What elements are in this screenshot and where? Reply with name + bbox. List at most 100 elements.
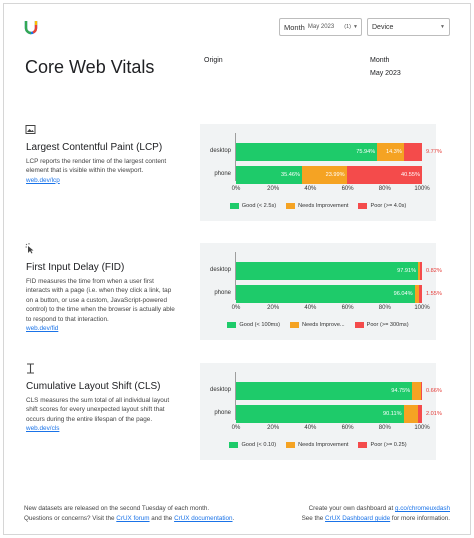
stacked-bar[interactable]: 94.75% 0.66%: [236, 382, 442, 400]
device-select[interactable]: Device ▼: [367, 18, 450, 36]
legend-swatch: [290, 322, 299, 328]
crux-documentation-link[interactable]: CrUX documentation: [174, 515, 233, 522]
stacked-bar[interactable]: 35.46% 23.99% 40.55%: [236, 166, 422, 184]
chart-legend: Good (< 2.5s) Needs Improvement Poor (>= 4…: [200, 203, 436, 209]
chart-legend: Good (< 100ms) Needs Improve... Poor (>= 3…: [200, 322, 436, 328]
bar-value-label: 0.82%: [425, 268, 442, 274]
stacked-bar[interactable]: 97.91% 0.82%: [236, 262, 442, 280]
legend-label: Good (< 100ms): [239, 322, 280, 328]
bar-value-label: 35.46%: [280, 172, 300, 178]
metric-title-lcp: Largest Contentful Paint (LCP): [26, 142, 163, 153]
bar-segment-good[interactable]: 97.91%: [236, 262, 419, 280]
chart-row-label: desktop: [209, 387, 231, 393]
legend-label: Poor (>= 4.0s): [370, 203, 407, 209]
month-value: May 2023: [370, 70, 401, 77]
stacked-bar[interactable]: 75.94% 14.3% 9.77%: [236, 143, 442, 161]
bar-segment-poor[interactable]: 0.66%: [420, 382, 442, 400]
bar-segment-good[interactable]: 90.11%: [236, 405, 404, 423]
stacked-bar[interactable]: 90.11% 2.01%: [236, 405, 442, 423]
footer-text: Create your own dashboard at: [308, 505, 396, 512]
legend-item[interactable]: Good (< 100ms): [227, 322, 280, 328]
legend-item[interactable]: Poor (>= 300ms): [354, 322, 409, 328]
legend-label: Good (< 0.10): [241, 442, 277, 448]
bar-segment-needs-improvement[interactable]: [418, 262, 421, 280]
stacked-bar[interactable]: 96.04% 1.55%: [236, 285, 442, 303]
legend-item[interactable]: Poor (>= 4.0s): [358, 203, 406, 209]
bar-value-label: 75.94%: [356, 149, 376, 155]
chart-axis-line: [235, 372, 236, 420]
chevron-down-icon: ▼: [440, 24, 445, 30]
axis-tick-label: 20%: [267, 425, 280, 431]
bar-segment-poor[interactable]: 9.77%: [403, 143, 442, 161]
bar-value-label: 0.66%: [425, 388, 442, 394]
month-select[interactable]: Month May 2023 (1) ▼: [279, 18, 362, 36]
legend-item[interactable]: Needs Improve...: [290, 322, 345, 328]
footer-left: New datasets are released on the second …: [24, 504, 234, 524]
footer-text: for more information.: [390, 515, 450, 522]
footer-text: and the: [149, 515, 175, 522]
bar-segment-needs-improvement[interactable]: [403, 405, 419, 423]
axis-tick-label: 100%: [414, 186, 430, 192]
axis-tick-label: 100%: [414, 305, 430, 311]
bar-segment-poor[interactable]: 0.82%: [420, 262, 442, 280]
axis-tick-label: 80%: [378, 305, 391, 311]
legend-item[interactable]: Needs Improvement: [286, 203, 348, 209]
bar-value-label: 9.77%: [426, 149, 442, 155]
cls-text-cursor-icon: [27, 363, 34, 374]
crux-logo-icon: [24, 21, 38, 35]
metric-link-cls[interactable]: web.dev/cls: [26, 425, 60, 433]
legend-item[interactable]: Poor (>= 0.25): [358, 442, 407, 448]
fid-click-icon: [25, 243, 36, 254]
axis-tick-label: 40%: [304, 425, 317, 431]
metric-link-fid[interactable]: web.dev/fid: [26, 325, 59, 333]
axis-tick-label: 40%: [304, 186, 317, 192]
month-select-value: May 2023: [307, 24, 335, 30]
footer-text: See the: [301, 515, 326, 522]
legend-label: Needs Improve...: [302, 322, 345, 328]
bar-segment-good[interactable]: 94.75%: [236, 382, 413, 400]
metric-description-fid: FID measures the time from when a user f…: [26, 277, 176, 333]
chart-axis-line: [235, 133, 236, 181]
bar-segment-good[interactable]: 75.94%: [236, 143, 378, 161]
crux-dashboard-guide-link[interactable]: CrUX Dashboard guide: [325, 515, 391, 522]
bar-segment-needs-improvement[interactable]: 14.3%: [377, 143, 404, 161]
metric-link-lcp[interactable]: web.dev/lcp: [26, 176, 60, 184]
month-select-count: (1): [344, 24, 351, 30]
legend-item[interactable]: Good (< 0.10): [229, 442, 276, 448]
footer-create-dashboard: Create your own dashboard at g.co/chrome…: [302, 504, 450, 514]
bar-segment-poor[interactable]: 2.01%: [418, 405, 442, 423]
bar-value-label: 96.04%: [393, 291, 413, 297]
footer-text: Questions or concerns? Visit the: [24, 515, 117, 522]
axis-tick-label: 80%: [378, 186, 391, 192]
chart-row-label: phone: [214, 410, 231, 416]
legend-swatch: [358, 203, 368, 209]
crux-forum-link[interactable]: CrUX forum: [116, 515, 150, 522]
legend-label: Good (< 2.5s): [241, 203, 277, 209]
bar-value-label: 90.11%: [383, 411, 402, 417]
bar-segment-poor[interactable]: 40.55%: [346, 166, 422, 184]
axis-tick-label: 20%: [267, 305, 280, 311]
legend-label: Needs Improvement: [298, 203, 349, 209]
legend-item[interactable]: Needs Improvement: [286, 442, 348, 448]
footer-guide: See the CrUX Dashboard guide for more in…: [302, 514, 450, 524]
bar-value-label: 2.01%: [425, 411, 442, 417]
bar-segment-good[interactable]: 96.04%: [236, 285, 415, 303]
chart-row-label: phone: [214, 290, 231, 296]
chart-panel-fid: desktop 97.91% 0.82% phone 96.04% 1.55% 0% 20% 4…: [200, 243, 442, 340]
bar-segment-needs-improvement[interactable]: [414, 285, 420, 303]
bar-value-label: 14.3%: [385, 149, 402, 155]
bar-segment-needs-improvement[interactable]: 23.99%: [301, 166, 347, 184]
axis-tick-label: 100%: [414, 425, 430, 431]
bar-value-label: 23.99%: [325, 172, 345, 178]
footer-right: Create your own dashboard at g.co/chrome…: [302, 504, 450, 524]
metric-title-fid: First Input Delay (FID): [26, 262, 125, 273]
legend-swatch: [229, 203, 239, 209]
footer-questions: Questions or concerns? Visit the CrUX fo…: [24, 514, 234, 524]
bar-segment-poor[interactable]: 1.55%: [419, 285, 442, 303]
bar-segment-needs-improvement[interactable]: [412, 382, 421, 400]
metric-description-lcp: LCP reports the render time of the large…: [26, 157, 176, 185]
chromeuxdash-link[interactable]: g.co/chromeuxdash: [395, 505, 450, 512]
legend-item[interactable]: Good (< 2.5s): [229, 203, 277, 209]
chart-row-label: phone: [214, 171, 231, 177]
bar-segment-good[interactable]: 35.46%: [236, 166, 302, 184]
